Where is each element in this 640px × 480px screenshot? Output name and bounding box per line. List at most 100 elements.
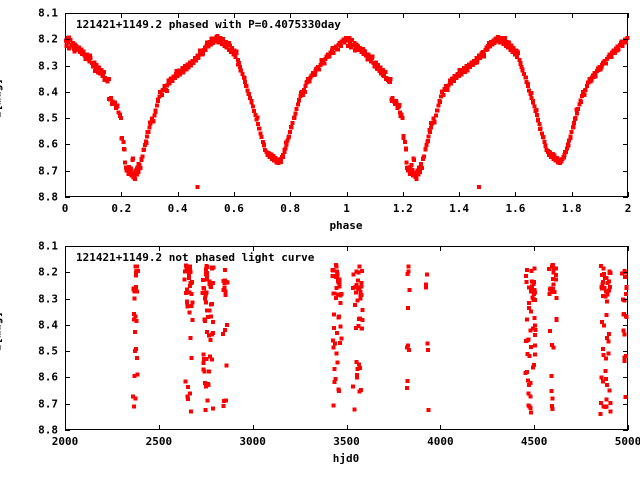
x-tick xyxy=(346,192,348,197)
x-tick xyxy=(628,425,629,430)
plot-frame-phased xyxy=(65,13,628,197)
x-tick xyxy=(65,425,66,430)
y-tick-label: 8.5 xyxy=(38,111,58,125)
x-tick xyxy=(459,192,461,197)
y-axis-title-unphased: I[mag] xyxy=(0,311,4,351)
x-tick xyxy=(571,13,573,18)
y-tick xyxy=(65,170,70,172)
y-tick xyxy=(623,324,628,326)
x-tick-label: 4000 xyxy=(427,435,454,448)
y-tick xyxy=(623,39,628,41)
y-tick-label: 8.1 xyxy=(38,239,58,253)
x-tick xyxy=(515,13,517,18)
y-tick-label: 8.7 xyxy=(38,397,58,411)
x-tick xyxy=(628,13,629,18)
y-tick xyxy=(623,144,628,146)
x-tick-label: 2500 xyxy=(145,435,173,448)
x-tick xyxy=(402,13,404,18)
y-tick xyxy=(65,430,70,431)
x-tick xyxy=(121,192,123,197)
x-tick xyxy=(346,13,348,18)
x-tick xyxy=(177,13,179,18)
x-tick xyxy=(515,192,517,197)
y-tick-label: 8.2 xyxy=(38,32,58,46)
y-tick xyxy=(65,65,70,67)
x-tick-label: 0.4 xyxy=(167,202,188,215)
x-tick-label: 3500 xyxy=(333,435,360,448)
x-tick-label: 1.2 xyxy=(392,202,413,215)
x-tick-label: 0 xyxy=(61,202,69,215)
y-tick xyxy=(65,403,70,405)
y-tick xyxy=(623,272,628,274)
y-tick-label: 8.6 xyxy=(38,370,58,384)
x-tick-label: 1.6 xyxy=(505,202,526,215)
y-tick xyxy=(65,272,70,274)
x-tick xyxy=(252,246,254,251)
y-tick xyxy=(623,298,628,300)
x-tick xyxy=(65,246,66,251)
y-tick xyxy=(65,39,70,41)
panel-phased: 121421+1149.2 phased with P=0.4075330day… xyxy=(0,7,631,233)
y-tick xyxy=(65,118,70,120)
y-tick-label: 8.5 xyxy=(38,344,58,358)
x-tick xyxy=(65,192,66,197)
plot-title-phased: 121421+1149.2 phased with P=0.4075330day xyxy=(76,18,341,31)
x-tick-label: 1.8 xyxy=(561,202,582,215)
x-tick xyxy=(233,13,235,18)
x-tick xyxy=(459,13,461,18)
y-tick xyxy=(623,118,628,120)
y-tick xyxy=(623,91,628,93)
y-tick xyxy=(623,65,628,67)
x-tick xyxy=(346,246,348,251)
y-tick xyxy=(65,377,70,379)
x-tick xyxy=(628,246,629,251)
x-tick-label: 1.4 xyxy=(449,202,470,215)
x-tick xyxy=(233,192,235,197)
y-tick xyxy=(65,324,70,326)
y-tick-label: 8.8 xyxy=(38,423,58,437)
x-tick-label: 1 xyxy=(343,202,350,215)
y-tick-label: 8.4 xyxy=(38,85,58,99)
y-tick xyxy=(623,246,628,247)
x-axis-title-phased: phase xyxy=(329,219,363,232)
x-tick xyxy=(290,192,292,197)
y-tick-label: 8.4 xyxy=(38,318,58,332)
x-tick xyxy=(177,192,179,197)
x-tick xyxy=(402,192,404,197)
y-axis-title-phased: I[mag] xyxy=(0,78,4,118)
y-tick xyxy=(65,197,70,198)
x-tick-label: 3000 xyxy=(239,435,266,448)
y-tick-label: 8.6 xyxy=(38,137,58,151)
x-tick xyxy=(628,192,629,197)
y-tick xyxy=(623,13,628,14)
x-tick-label: 0.2 xyxy=(111,202,132,215)
x-tick xyxy=(440,425,442,430)
x-tick xyxy=(440,246,442,251)
y-tick-label: 8.7 xyxy=(38,164,58,178)
x-tick xyxy=(121,13,123,18)
x-tick xyxy=(290,13,292,18)
panel-unphased: 121421+1149.2 not phased light curve I[m… xyxy=(0,240,640,480)
x-tick-label: 4500 xyxy=(520,435,548,448)
x-tick xyxy=(571,192,573,197)
y-tick xyxy=(65,246,70,247)
y-tick xyxy=(65,144,70,146)
x-tick xyxy=(158,425,160,430)
y-tick xyxy=(623,430,628,431)
y-tick-label: 8.8 xyxy=(38,190,58,204)
y-tick xyxy=(623,351,628,353)
y-tick-label: 8.3 xyxy=(38,59,58,73)
x-axis-title-unphased: hjd0 xyxy=(332,452,360,465)
y-tick xyxy=(623,377,628,379)
y-tick-label: 8.3 xyxy=(38,292,58,306)
x-tick xyxy=(252,425,254,430)
x-tick xyxy=(158,246,160,251)
x-tick xyxy=(534,246,536,251)
y-tick xyxy=(623,197,628,198)
x-tick xyxy=(346,425,348,430)
y-tick xyxy=(65,351,70,353)
plot-title-unphased: 121421+1149.2 not phased light curve xyxy=(76,251,315,264)
x-tick xyxy=(534,425,536,430)
y-tick xyxy=(623,403,628,405)
x-tick-label: 0.6 xyxy=(223,202,244,215)
